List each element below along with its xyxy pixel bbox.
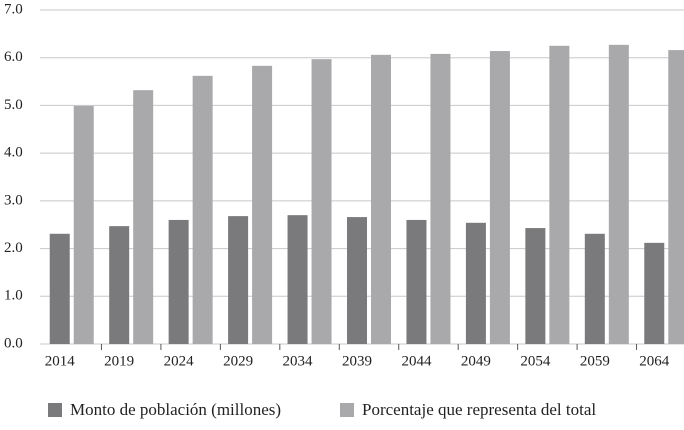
x-tick-label: 2029	[223, 353, 253, 369]
x-tick-label: 2039	[342, 353, 372, 369]
y-tick-label: 3.0	[4, 192, 23, 208]
bar	[168, 219, 189, 344]
x-tick-label: 2044	[401, 353, 432, 369]
bar	[608, 44, 629, 345]
y-tick-label: 0.0	[4, 335, 23, 351]
x-tick-label: 2019	[104, 353, 134, 369]
bar	[73, 105, 94, 344]
legend-label: Monto de población (millones)	[70, 400, 281, 419]
x-tick-label: 2064	[639, 353, 670, 369]
bar	[465, 222, 486, 344]
bar	[549, 45, 570, 345]
x-tick-label: 2054	[520, 353, 551, 369]
bar	[287, 215, 308, 344]
bar	[668, 50, 684, 345]
bar	[252, 65, 273, 344]
x-tick-label: 2034	[283, 353, 314, 369]
bar	[430, 53, 451, 344]
bar	[49, 233, 70, 344]
x-tick-label: 2059	[580, 353, 610, 369]
bar	[228, 216, 249, 344]
bar	[371, 54, 391, 344]
bar	[109, 226, 130, 344]
legend-label: Porcentaje que representa del total	[362, 400, 596, 419]
x-tick-label: 2014	[45, 353, 76, 369]
bar	[584, 233, 605, 344]
bar	[311, 59, 332, 344]
bar	[192, 75, 213, 345]
y-tick-label: 7.0	[4, 1, 23, 17]
y-tick-label: 2.0	[4, 240, 23, 256]
y-tick-label: 1.0	[4, 288, 23, 304]
bar	[644, 242, 665, 344]
bar	[489, 51, 510, 344]
bar	[133, 90, 154, 344]
x-tick-label: 2024	[164, 353, 195, 369]
bar	[406, 219, 427, 344]
bar	[347, 217, 367, 344]
legend-swatch	[48, 403, 62, 417]
legend-swatch	[340, 403, 354, 417]
y-tick-label: 6.0	[4, 49, 23, 65]
y-tick-label: 5.0	[4, 97, 23, 113]
x-tick-label: 2049	[461, 353, 491, 369]
y-tick-label: 4.0	[4, 145, 23, 161]
bar	[525, 228, 546, 344]
